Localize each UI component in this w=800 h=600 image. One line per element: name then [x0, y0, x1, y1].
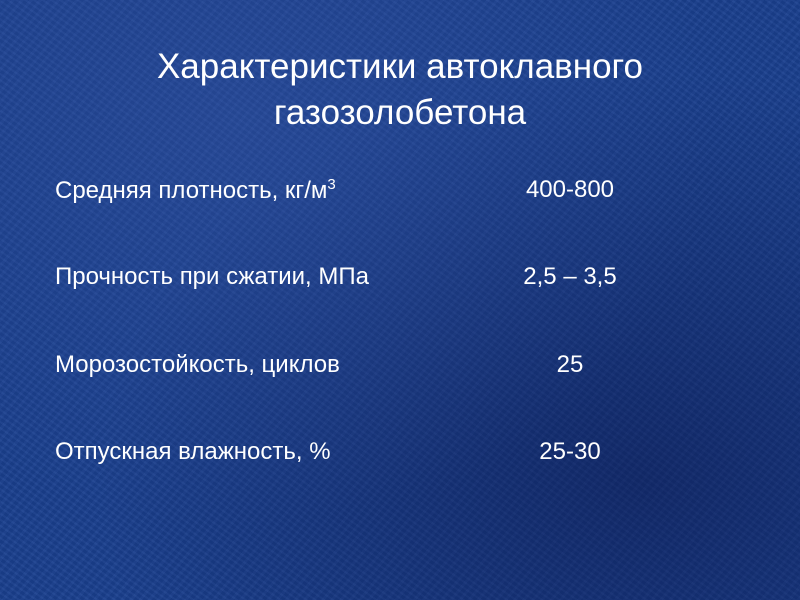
slide-title: Характеристики автоклавного газозолобето…: [0, 44, 800, 136]
property-label: Прочность при сжатии, МПа: [55, 263, 369, 290]
title-line-2: газозолобетона: [273, 93, 527, 132]
property-row: Средняя плотность, кг/м3 400-800: [55, 176, 755, 206]
superscript: 3: [327, 176, 336, 193]
property-label: Морозостойкость, циклов: [55, 351, 340, 378]
property-value: 25: [556, 351, 584, 378]
property-value: 2,5 – 3,5: [523, 263, 617, 290]
property-row: Прочность при сжатии, МПа 2,5 – 3,5: [55, 263, 755, 293]
property-label: Средняя плотность, кг/м3: [55, 176, 336, 205]
property-row: Отпускная влажность, % 25-30: [55, 438, 755, 468]
property-row: Морозостойкость, циклов 25: [55, 351, 755, 381]
property-value: 400-800: [525, 176, 615, 203]
label-text: Средняя плотность, кг/м: [55, 177, 328, 204]
property-value: 25-30: [539, 438, 601, 465]
property-label: Отпускная влажность, %: [55, 438, 331, 465]
title-line-1: Характеристики автоклавного: [156, 47, 644, 86]
